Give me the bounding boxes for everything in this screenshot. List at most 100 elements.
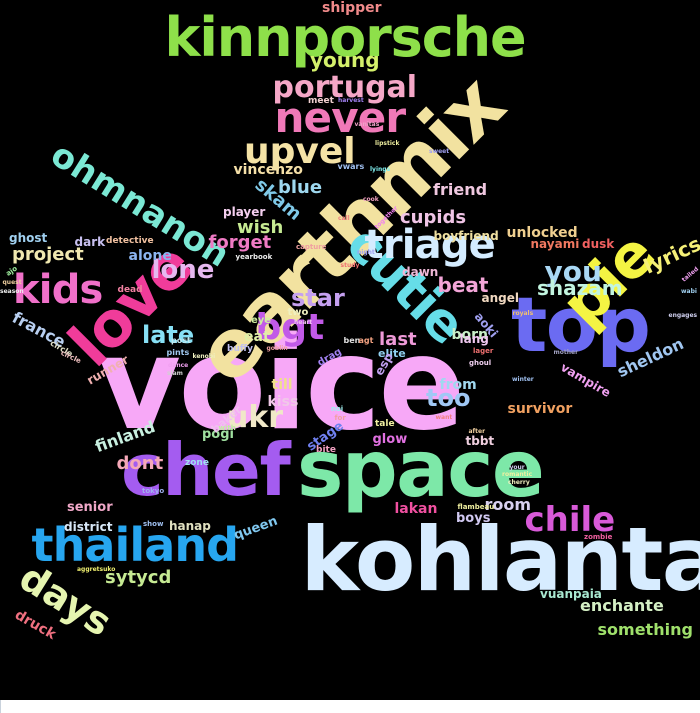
word-cloud-word: top [511,280,651,369]
word-cloud-word: lone [151,255,215,285]
word-cloud-word: detective [106,235,154,246]
word-cloud-word: dead [117,284,143,295]
word-cloud-word: for [334,413,346,422]
word-cloud-word: ghost [9,231,48,245]
word-cloud-word: ghoul [469,358,492,367]
word-cloud-word: ben [343,336,361,345]
word-cloud-word: noi [331,404,344,413]
word-cloud-word: born [451,327,489,343]
word-cloud-word: your [509,464,525,471]
word-cloud-word: shazam [537,276,623,300]
word-cloud-word: sweet [429,148,450,155]
word-cloud-word: want [435,414,453,421]
word-cloud-word: senior [67,499,113,515]
word-cloud-word: thailand [31,518,240,572]
word-cloud-word: star [291,284,345,312]
word-cloud-word: chile [524,500,616,540]
word-cloud-word: district [64,520,113,534]
word-cloud-word: eye [251,315,272,326]
word-cloud-word: cherry [508,479,530,486]
word-cloud-word: lang [459,332,489,346]
word-cloud-word: enchante [580,596,664,615]
word-cloud-word: from [439,377,477,393]
word-cloud-word: dont [116,453,164,474]
word-cloud-word: aggretsuko [77,566,116,573]
word-cloud-word: harvest [338,97,364,104]
word-cloud-word: blue [278,177,323,198]
word-cloud-word: sytycd [105,567,172,588]
word-cloud-word: cook [363,196,379,203]
word-cloud-word: lager [473,346,494,355]
word-cloud-word: post [171,336,191,345]
word-cloud-word: shipper [322,0,382,16]
word-cloud-word: tale [375,418,395,429]
word-cloud-word: room [484,495,532,514]
word-cloud-word: wish [237,217,284,238]
word-cloud-word: project [12,244,84,265]
word-cloud-word: alone [128,248,172,264]
word-cloud-word: lakan [394,501,438,517]
word-cloud-word: two [287,307,309,318]
word-cloud-word: study [340,262,360,269]
word-cloud-word: show [143,519,164,528]
word-cloud-word: mother [553,349,579,356]
word-cloud-word: player [223,205,266,219]
word-cloud-word: after [468,428,486,435]
word-cloud-word: too [426,384,471,412]
word-cloud-word: kids [13,267,103,313]
word-cloud-word: capture [296,242,327,251]
word-cloud-word: voice [97,310,466,459]
word-cloud-word: survivor [507,401,573,417]
word-cloud-word: tailed [680,265,700,284]
word-cloud-word: tokyo [142,486,165,495]
word-cloud-word: unlocked [506,225,578,241]
word-cloud-word: boyfriend [433,229,499,243]
word-cloud-word: lipstick [375,140,400,147]
word-cloud-word: with [218,423,236,432]
word-cloud-word: kohlanta [300,508,700,611]
word-cloud-word: pints [166,348,190,357]
word-cloud-word: portugal [272,70,418,105]
word-cloud-word: night [357,249,375,256]
word-cloud-word: quest [2,279,22,286]
word-cloud-word: triage [364,222,496,268]
word-cloud-word: hanap [169,519,211,533]
word-cloud-word: you [544,255,602,288]
word-cloud-word: lyings [370,166,391,173]
word-cloud-word: bgt [255,307,325,348]
word-cloud-word: tbbt [465,434,495,448]
word-cloud-word: season [0,288,24,295]
word-cloud-word: dance [168,362,189,369]
word-cloud-word: nayami [530,237,580,251]
word-cloud-word: romantic [502,471,533,478]
word-cloud-word: young [310,48,380,72]
word-cloud-word: vwars [337,162,365,171]
word-cloud-word: till [271,377,293,393]
word-cloud-word: agt [358,336,374,345]
word-cloud-word: chef [121,428,291,512]
word-cloud-word: dark [74,235,106,249]
word-cloud-word: elite [378,346,406,360]
word-cloud-word: wabi [681,288,697,295]
word-cloud-word: yearbook [235,252,273,261]
word-cloud-word: angel [481,291,519,305]
word-cloud-word: kinnporsche [164,6,527,69]
word-cloud-word: never [274,93,407,142]
word-cloud-word: bite [316,444,336,455]
word-cloud-word: meet [308,95,334,106]
word-cloud-word: slam [167,370,183,377]
word-cloud-word: space [297,425,545,515]
word-cloud-word: vincenzo [233,162,303,178]
word-cloud-word: dawn [402,265,439,279]
word-cloud-word: beat [437,273,489,297]
word-cloud-word: call [338,215,350,222]
word-cloud-word: forget [208,232,272,253]
word-cloud-word: glow [372,431,408,447]
word-cloud-word: winter [512,376,534,383]
word-cloud-word: upvel [244,131,356,172]
word-cloud-word: boys [456,510,491,526]
word-cloud-word: vuanpaia [540,587,602,601]
window-frame-edge [0,700,5,713]
word-cloud-word: zone [185,457,209,468]
